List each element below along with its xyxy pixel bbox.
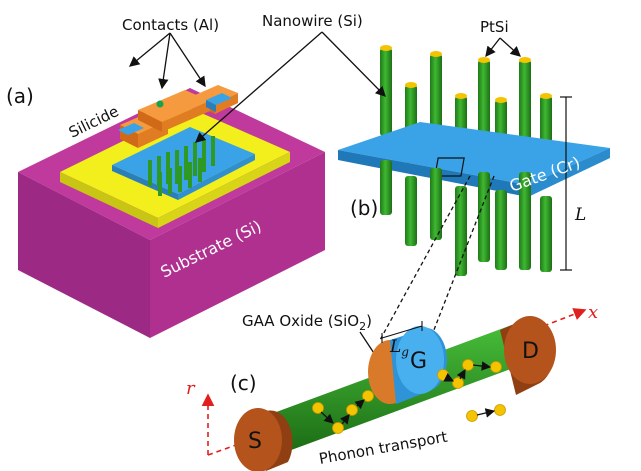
gate-length-main: L — [389, 337, 401, 357]
phonon-particles — [312, 359, 506, 434]
contacts-label: Contacts (Al) — [122, 16, 219, 34]
contact-pads — [118, 85, 238, 148]
gaa-oxide-prefix: GAA Oxide (SiO — [242, 312, 359, 330]
gate-terminal-label: G — [410, 349, 427, 374]
drain-terminal — [500, 316, 556, 395]
source-terminal — [234, 408, 293, 471]
nanowire-label: Nanowire (Si) — [262, 12, 363, 30]
gate-length-label: Lg — [389, 337, 409, 359]
gate-length-dimension — [381, 321, 423, 343]
panel-b-label: (b) — [350, 196, 378, 220]
gaa-oxide-sub: 2 — [359, 320, 366, 333]
gaa-oxide-label: GAA Oxide (SiO2) — [242, 312, 372, 333]
gate-ring — [368, 326, 447, 404]
ptsi-caps — [380, 45, 552, 103]
axis-r-label: r — [186, 378, 196, 399]
gate-length-sub: g — [401, 345, 409, 359]
length-label: L — [574, 205, 586, 225]
panel-c-label: (c) — [230, 371, 257, 395]
length-dimension — [560, 96, 572, 271]
ptsi-label: PtSi — [480, 18, 509, 36]
drain-label: D — [522, 339, 539, 364]
nanowires-lower — [380, 160, 552, 276]
mini-nanowires — [148, 136, 215, 196]
gaa-oxide-suffix: ) — [366, 312, 372, 330]
axis-x-label: x — [588, 302, 598, 323]
phonon-arrows — [320, 361, 496, 425]
source-label: S — [248, 429, 262, 454]
panel-a-label: (a) — [6, 84, 34, 108]
